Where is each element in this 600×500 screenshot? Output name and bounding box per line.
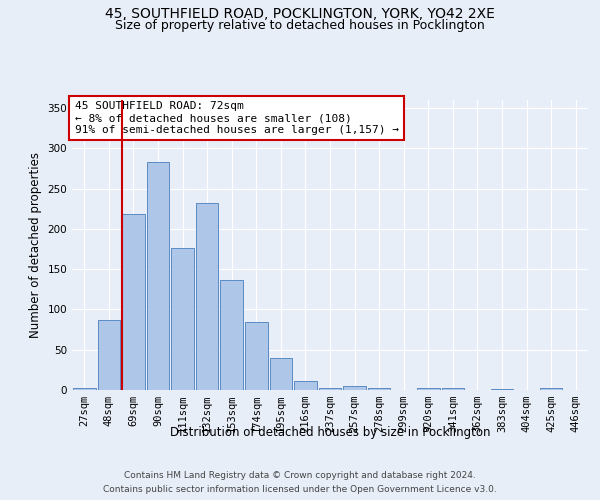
Text: 45, SOUTHFIELD ROAD, POCKLINGTON, YORK, YO42 2XE: 45, SOUTHFIELD ROAD, POCKLINGTON, YORK, … bbox=[105, 8, 495, 22]
Bar bbox=[98, 320, 120, 390]
Text: Contains public sector information licensed under the Open Government Licence v3: Contains public sector information licen… bbox=[103, 484, 497, 494]
Text: Contains HM Land Registry data © Crown copyright and database right 2024.: Contains HM Land Registry data © Crown c… bbox=[124, 472, 476, 480]
Y-axis label: Number of detached properties: Number of detached properties bbox=[29, 152, 42, 338]
Bar bbox=[269, 358, 292, 390]
Bar bbox=[442, 388, 464, 390]
Bar bbox=[196, 203, 218, 390]
Bar bbox=[368, 388, 391, 390]
Bar bbox=[146, 162, 169, 390]
Text: Distribution of detached houses by size in Pocklington: Distribution of detached houses by size … bbox=[170, 426, 490, 439]
Bar bbox=[343, 386, 366, 390]
Bar bbox=[417, 388, 440, 390]
Text: Size of property relative to detached houses in Pocklington: Size of property relative to detached ho… bbox=[115, 19, 485, 32]
Bar bbox=[73, 388, 95, 390]
Bar bbox=[245, 322, 268, 390]
Text: 45 SOUTHFIELD ROAD: 72sqm
← 8% of detached houses are smaller (108)
91% of semi-: 45 SOUTHFIELD ROAD: 72sqm ← 8% of detach… bbox=[74, 102, 398, 134]
Bar bbox=[491, 389, 514, 390]
Bar bbox=[319, 388, 341, 390]
Bar bbox=[122, 214, 145, 390]
Bar bbox=[171, 248, 194, 390]
Bar bbox=[540, 388, 562, 390]
Bar bbox=[220, 280, 243, 390]
Bar bbox=[294, 381, 317, 390]
